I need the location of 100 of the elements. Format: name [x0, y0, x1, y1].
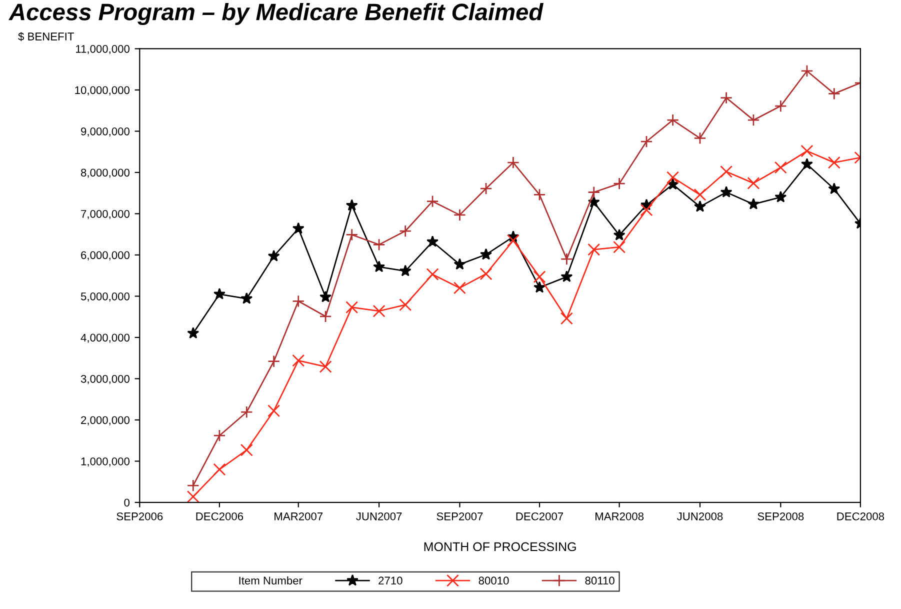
- y-tick-label: 9,000,000: [81, 127, 130, 137]
- point: [372, 304, 386, 318]
- point: [292, 294, 305, 308]
- point: [186, 479, 200, 492]
- point: [240, 444, 253, 456]
- point: [720, 186, 732, 198]
- y-tick-label: 10,000,000: [75, 86, 130, 96]
- point: [800, 64, 814, 78]
- point: [774, 161, 787, 174]
- point: [720, 92, 733, 104]
- point: [774, 190, 787, 202]
- point: [613, 228, 626, 240]
- y-tick-label: 8,000,000: [80, 168, 130, 178]
- point: [588, 186, 600, 199]
- point: [399, 264, 412, 276]
- point: [506, 156, 520, 169]
- point: [747, 114, 760, 126]
- point: [268, 404, 280, 418]
- point: [694, 200, 706, 212]
- legend-label: 80110: [585, 576, 614, 585]
- x-tick-label: DEC2008: [837, 512, 884, 520]
- point: [319, 360, 332, 373]
- point: [399, 224, 412, 238]
- point: [588, 196, 600, 208]
- point: [720, 165, 733, 178]
- x-tick-label: MAR2008: [596, 512, 644, 520]
- point: [640, 204, 653, 216]
- y-tick-label: 4,000,000: [80, 334, 130, 343]
- y-tick-label: 1,000,000: [81, 457, 130, 467]
- point: [694, 188, 706, 201]
- point: [268, 250, 280, 262]
- point: [346, 301, 358, 314]
- point: [399, 298, 412, 312]
- legend-title: Item Number: [239, 576, 302, 585]
- point: [560, 270, 573, 282]
- point: [426, 236, 439, 247]
- point: [453, 282, 466, 294]
- point: [560, 252, 573, 266]
- x-tick-label: SEP2008: [758, 512, 804, 520]
- point: [346, 228, 358, 241]
- point: [747, 176, 760, 190]
- point: [292, 354, 305, 367]
- point: [747, 198, 760, 210]
- y-tick-label: 6,000,000: [81, 251, 130, 260]
- point: [268, 355, 280, 368]
- point: [828, 182, 840, 194]
- point: [800, 158, 813, 170]
- point: [213, 429, 226, 442]
- x-tick-label: JUN2007: [356, 512, 402, 520]
- point: [560, 312, 573, 325]
- point: [666, 171, 680, 184]
- point: [240, 292, 253, 304]
- point: [320, 290, 332, 302]
- y-tick-label: 11,000,000: [76, 44, 130, 54]
- x-tick-label: SEP2006: [116, 512, 163, 520]
- point: [666, 178, 679, 190]
- point: [480, 182, 492, 195]
- point: [613, 240, 626, 254]
- y-tick-label: 5,000,000: [80, 292, 130, 302]
- point: [533, 270, 546, 284]
- point: [186, 490, 200, 502]
- point: [240, 406, 253, 418]
- legend-label: 2710: [378, 576, 402, 585]
- point: [828, 156, 840, 169]
- legend-label: 80010: [478, 576, 509, 585]
- point: [800, 144, 814, 158]
- point: [480, 268, 492, 280]
- chart-title: Access Program – by Medicare Benefit Claimed: [8, 3, 544, 26]
- point: [213, 463, 226, 476]
- point: [480, 248, 492, 260]
- point: [506, 234, 520, 247]
- point: [346, 199, 358, 211]
- point: [373, 260, 386, 272]
- point: [454, 258, 466, 270]
- point: [319, 310, 332, 323]
- point: [588, 243, 600, 256]
- x-axis-title: MONTH OF PROCESSING: [424, 542, 576, 552]
- point: [534, 281, 546, 293]
- point: [828, 87, 840, 100]
- x-tick-label: MAR2007: [274, 512, 323, 520]
- x-tick-label: SEP2007: [436, 512, 483, 520]
- point: [292, 222, 304, 234]
- point: [613, 177, 626, 190]
- point: [666, 114, 680, 126]
- point: [372, 238, 386, 251]
- y-axis-title: $ BENEFIT: [18, 32, 74, 42]
- point: [774, 100, 787, 112]
- point: [426, 195, 439, 208]
- point: [426, 268, 439, 281]
- point: [187, 327, 200, 339]
- point: [694, 132, 706, 144]
- y-tick-label: 2,000,000: [81, 416, 130, 426]
- point: [533, 188, 546, 201]
- y-tick-label: 0: [124, 498, 130, 507]
- point: [213, 288, 226, 300]
- x-tick-label: DEC2007: [516, 512, 564, 520]
- y-tick-label: 3,000,000: [80, 374, 130, 384]
- x-tick-label: DEC2006: [196, 512, 244, 520]
- x-tick-label: JUN2008: [677, 512, 723, 520]
- y-tick-label: 7,000,000: [81, 210, 130, 220]
